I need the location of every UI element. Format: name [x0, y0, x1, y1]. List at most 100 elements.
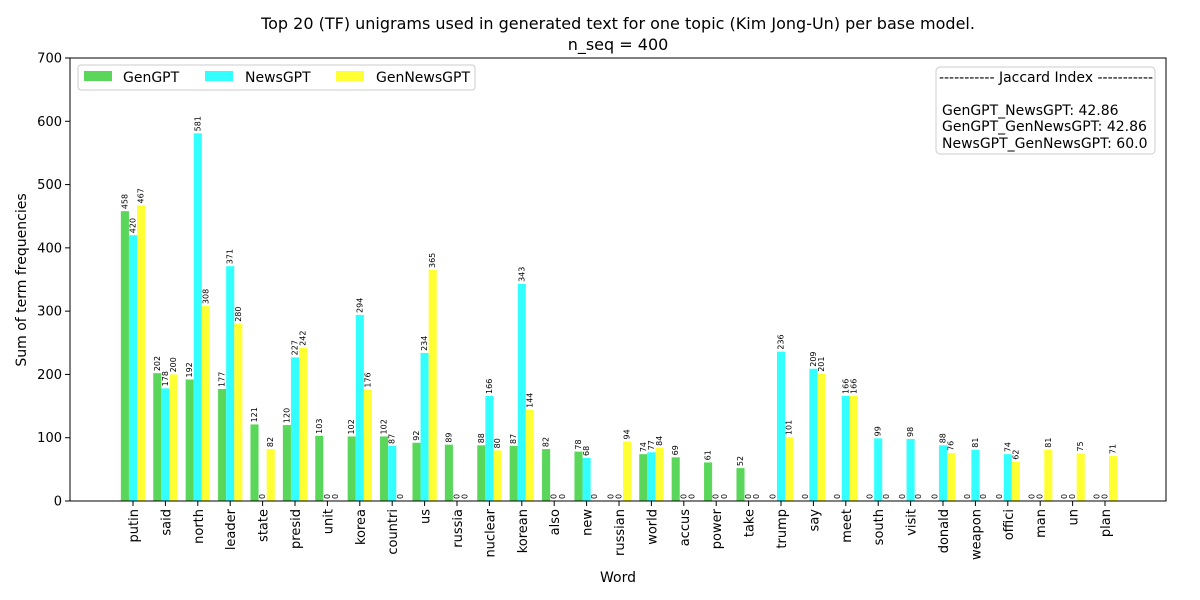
- x-tick-label-trump: trump: [775, 509, 790, 549]
- x-tick-label-russia: russia: [451, 509, 466, 548]
- bar-newsgpt-weapon: [971, 449, 980, 501]
- value-label: 192: [185, 362, 194, 377]
- bar-gennewsgpt-say: [817, 373, 826, 501]
- bar-newsgpt-leader: [226, 266, 235, 501]
- jaccard-header: ----------- Jaccard Index -----------: [939, 70, 1153, 86]
- value-label: 178: [161, 371, 170, 386]
- legend-label-newsgpt: NewsGPT: [245, 70, 311, 86]
- value-label: 0: [1101, 494, 1110, 499]
- value-label: 99: [874, 426, 883, 436]
- jaccard-line-2: GenGPT_GenNewsGPT: 42.86: [942, 119, 1147, 135]
- x-axis-label: Word: [600, 570, 636, 586]
- value-label: 62: [1011, 450, 1020, 460]
- x-tick-label-us: us: [419, 509, 434, 524]
- bar-gennewsgpt-korea: [363, 389, 372, 501]
- x-tick-label-power: power: [710, 508, 725, 549]
- value-label: 88: [477, 433, 486, 443]
- bar-gennewsgpt-man: [1044, 449, 1053, 501]
- value-label: 236: [777, 334, 786, 349]
- value-label: 61: [704, 450, 713, 460]
- value-label: 242: [299, 331, 308, 346]
- bar-gengpt-said: [153, 373, 162, 501]
- value-label: 201: [817, 357, 826, 372]
- x-tick-label-nuclear: nuclear: [483, 508, 498, 557]
- value-label: 0: [1036, 494, 1045, 499]
- value-label: 0: [258, 494, 267, 499]
- value-label: 0: [914, 494, 923, 499]
- x-tick-label-man: man: [1034, 509, 1049, 538]
- bar-newsgpt-offici: [1003, 454, 1012, 501]
- y-tick-label: 700: [37, 52, 62, 67]
- x-tick-label-accus: accus: [678, 509, 693, 547]
- bar-newsgpt-north: [193, 133, 202, 501]
- value-label: 371: [226, 249, 235, 264]
- legend-swatch-gennewsgpt: [336, 71, 364, 81]
- legend-swatch-newsgpt: [205, 71, 233, 81]
- value-label: 82: [266, 437, 275, 447]
- value-label: 0: [606, 494, 615, 499]
- bar-newsgpt-presid: [290, 357, 300, 501]
- value-label: 80: [493, 438, 502, 448]
- value-label: 166: [849, 379, 858, 394]
- value-label: 87: [388, 434, 397, 444]
- value-label: 121: [250, 407, 259, 422]
- jaccard-box-frame: [935, 66, 1156, 155]
- x-tick-label-visit: visit: [905, 509, 920, 536]
- bar-gennewsgpt-presid: [299, 347, 308, 501]
- value-label: 280: [234, 307, 243, 322]
- bar-gennewsgpt-russian: [623, 441, 632, 501]
- legend-box: [77, 64, 476, 91]
- x-tick-label-new: new: [581, 509, 596, 536]
- x-tick-label-korea: korea: [354, 509, 369, 545]
- jaccard-box: ----------- Jaccard Index ----------- Ge…: [935, 66, 1156, 155]
- value-label: 166: [841, 379, 850, 394]
- value-label: 77: [647, 440, 656, 450]
- bar-gengpt-countri: [380, 436, 389, 501]
- y-tick-label: 300: [37, 305, 62, 320]
- x-tick-label-countri: countri: [386, 509, 401, 555]
- bar-gengpt-world: [639, 454, 648, 501]
- legend-label-gengpt: GenGPT: [123, 70, 180, 86]
- x-tick-label-korean: korean: [516, 509, 531, 553]
- value-label: 69: [671, 445, 680, 455]
- plot-frame: [69, 57, 1167, 502]
- value-label: 343: [517, 267, 526, 282]
- value-label: 202: [153, 356, 162, 371]
- value-label: 0: [752, 494, 761, 499]
- x-tick-label-russian: russian: [613, 509, 628, 556]
- value-label: 94: [623, 429, 632, 439]
- bar-gengpt-us: [412, 442, 421, 501]
- bar-gennewsgpt-north: [201, 306, 210, 501]
- value-label: 120: [282, 408, 291, 423]
- bar-newsgpt-nuclear: [485, 395, 494, 501]
- bar-gennewsgpt-trump: [785, 437, 794, 501]
- value-label: 0: [930, 494, 939, 499]
- x-tick-label-putin: putin: [127, 509, 142, 542]
- value-label: 0: [1028, 494, 1037, 499]
- value-label: 0: [679, 494, 688, 499]
- value-label: 0: [550, 494, 559, 499]
- value-label: 0: [801, 494, 810, 499]
- value-label: 71: [1109, 444, 1118, 454]
- value-label: 103: [315, 419, 324, 434]
- value-label: 0: [898, 494, 907, 499]
- bar-gengpt-putin: [120, 211, 129, 501]
- bar-gengpt-north: [185, 379, 194, 501]
- value-label: 0: [331, 494, 340, 499]
- value-label: 294: [355, 298, 364, 313]
- value-label: 75: [1076, 441, 1085, 451]
- value-label: 200: [169, 357, 178, 372]
- bar-newsgpt-new: [582, 457, 591, 501]
- value-label: 177: [218, 372, 227, 387]
- x-tick-label-leader: leader: [224, 508, 239, 550]
- value-label: 88: [939, 433, 948, 443]
- bar-gengpt-accus: [671, 457, 680, 501]
- value-label: 0: [1092, 494, 1101, 499]
- bar-gennewsgpt-meet: [849, 395, 858, 501]
- value-label: 82: [542, 437, 551, 447]
- bar-gennewsgpt-donald: [947, 452, 956, 501]
- value-label: 0: [712, 494, 721, 499]
- x-tick-label-also: also: [548, 509, 563, 535]
- jaccard-line-3: NewsGPT_GenNewsGPT: 60.0: [942, 136, 1147, 152]
